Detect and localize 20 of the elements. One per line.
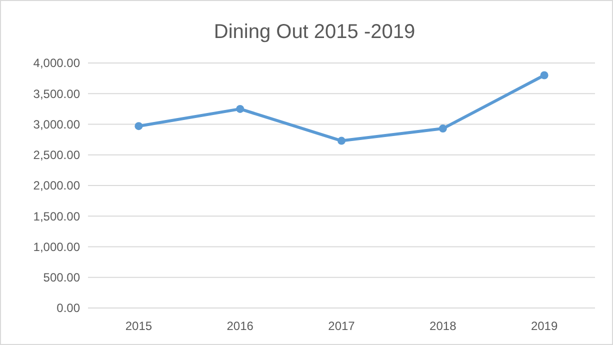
y-tick-label: 3,000.00 <box>33 117 80 132</box>
y-tick-label: 0.00 <box>56 301 80 316</box>
point <box>338 136 346 145</box>
y-tick-label: 1,500.00 <box>33 209 80 224</box>
x-tick-label: 2018 <box>430 319 457 333</box>
chart-title: Dining Out 2015 -2019 <box>214 21 416 43</box>
point <box>236 104 244 113</box>
y-tick-label: 2,500.00 <box>33 148 80 162</box>
x-tick-label: 2019 <box>530 319 558 333</box>
x-tick-label: 2016 <box>226 319 254 333</box>
y-tick-label: 500.00 <box>43 270 80 285</box>
x-tick-label: 2017 <box>328 319 356 333</box>
y-tick-label: 2,000.00 <box>33 178 80 193</box>
y-tick-label: 4,000.00 <box>33 56 80 70</box>
y-tick-label: 3,500.00 <box>33 86 80 101</box>
point <box>134 122 143 130</box>
x-tick-label: 2015 <box>125 319 152 333</box>
point <box>540 71 548 80</box>
y-tick-label: 1,000.00 <box>33 240 80 254</box>
point <box>438 124 447 133</box>
